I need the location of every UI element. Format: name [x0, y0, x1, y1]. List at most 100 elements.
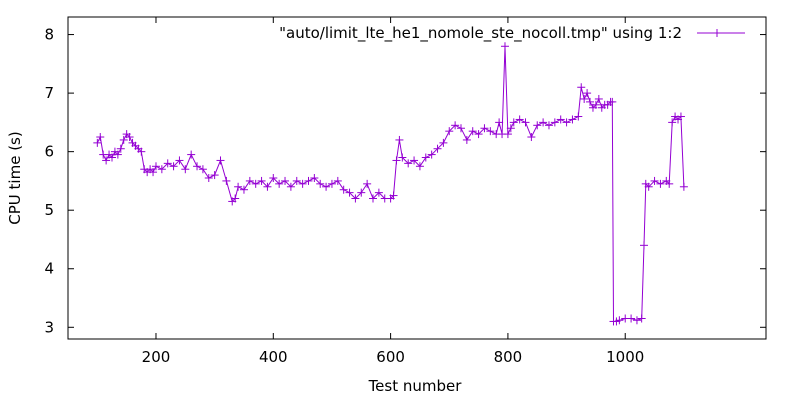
data-point [374, 188, 383, 197]
data-point [521, 118, 530, 127]
data-point [316, 179, 325, 188]
data-point [539, 118, 548, 127]
data-point [474, 130, 483, 139]
x-tick-label: 400 [259, 348, 288, 366]
data-point [102, 156, 111, 165]
series-line [96, 46, 685, 322]
data-point [480, 124, 489, 133]
data-point [550, 118, 559, 127]
data-point [187, 150, 196, 159]
data-point [421, 153, 430, 162]
data-point [568, 115, 577, 124]
y-tick-label: 6 [44, 143, 54, 161]
data-point [608, 97, 617, 106]
data-point [451, 121, 460, 130]
data-point [369, 194, 378, 203]
data-point [322, 182, 331, 191]
data-point [586, 97, 595, 106]
data-point [113, 150, 122, 159]
x-axis-label: Test number [368, 377, 463, 395]
data-point [679, 182, 688, 191]
data-point [257, 176, 266, 185]
data-point [93, 138, 102, 147]
data-point [292, 176, 301, 185]
legend-marker-sample [713, 29, 721, 37]
data-point [627, 314, 636, 323]
data-point [556, 115, 565, 124]
data-point [137, 147, 146, 156]
data-point [637, 314, 646, 323]
x-tick-label: 800 [494, 348, 523, 366]
data-point [181, 165, 190, 174]
data-point [583, 89, 592, 98]
data-point [389, 191, 398, 200]
x-tick-label: 200 [142, 348, 171, 366]
data-point [149, 168, 158, 177]
data-point [404, 159, 413, 168]
data-point [591, 100, 600, 109]
plot-frame [67, 16, 767, 340]
data-point [327, 179, 336, 188]
data-point [415, 162, 424, 171]
data-point [644, 182, 653, 191]
data-point [116, 144, 125, 153]
data-point [676, 112, 685, 121]
y-tick-label: 5 [44, 201, 54, 219]
data-point [632, 316, 641, 325]
data-point [222, 176, 231, 185]
data-point [395, 135, 404, 144]
data-point [204, 174, 213, 182]
data-point [275, 179, 284, 188]
axis-tick-labels: 200 400 600 800 1000 3 4 5 6 7 8 [44, 26, 644, 366]
data-point [427, 150, 436, 159]
data-point [410, 156, 419, 165]
data-point [515, 115, 524, 124]
data-point [193, 162, 202, 171]
data-point [615, 316, 624, 325]
data-point [304, 176, 313, 185]
data-point [495, 118, 504, 127]
data-point [234, 182, 243, 191]
data-point [398, 153, 407, 162]
data-point [231, 194, 240, 203]
y-tick-label: 8 [44, 26, 54, 44]
data-point [468, 127, 477, 136]
data-point [392, 156, 401, 165]
data-point [216, 156, 225, 165]
data-point [198, 165, 207, 174]
y-tick-label: 7 [44, 84, 54, 102]
data-point [96, 133, 105, 142]
data-point [163, 159, 172, 168]
data-point [175, 156, 184, 165]
data-point [456, 124, 465, 133]
data-point [486, 127, 495, 136]
data-point [345, 188, 354, 197]
y-axis-label: CPU time (s) [6, 131, 24, 224]
data-point [665, 179, 674, 188]
data-point [439, 138, 448, 147]
data-point [527, 133, 536, 142]
data-point [650, 176, 659, 185]
y-tick-label: 4 [44, 260, 54, 278]
data-point [310, 174, 319, 182]
data-point [239, 185, 248, 194]
data-point [445, 127, 454, 136]
data-point [169, 162, 178, 171]
data-point [668, 118, 677, 127]
data-point [245, 176, 254, 185]
data-point [639, 241, 648, 250]
data-point [339, 185, 348, 194]
data-point [351, 194, 360, 203]
data-point [125, 133, 134, 142]
data-point [533, 121, 542, 130]
data-point [210, 171, 219, 180]
data-point [107, 153, 116, 162]
data-point [263, 182, 272, 191]
axis-ticks [68, 17, 766, 339]
data-point [281, 176, 290, 185]
data-point [500, 42, 509, 51]
data-point [433, 144, 442, 153]
data-point [506, 124, 515, 133]
y-tick-label: 3 [44, 318, 54, 336]
